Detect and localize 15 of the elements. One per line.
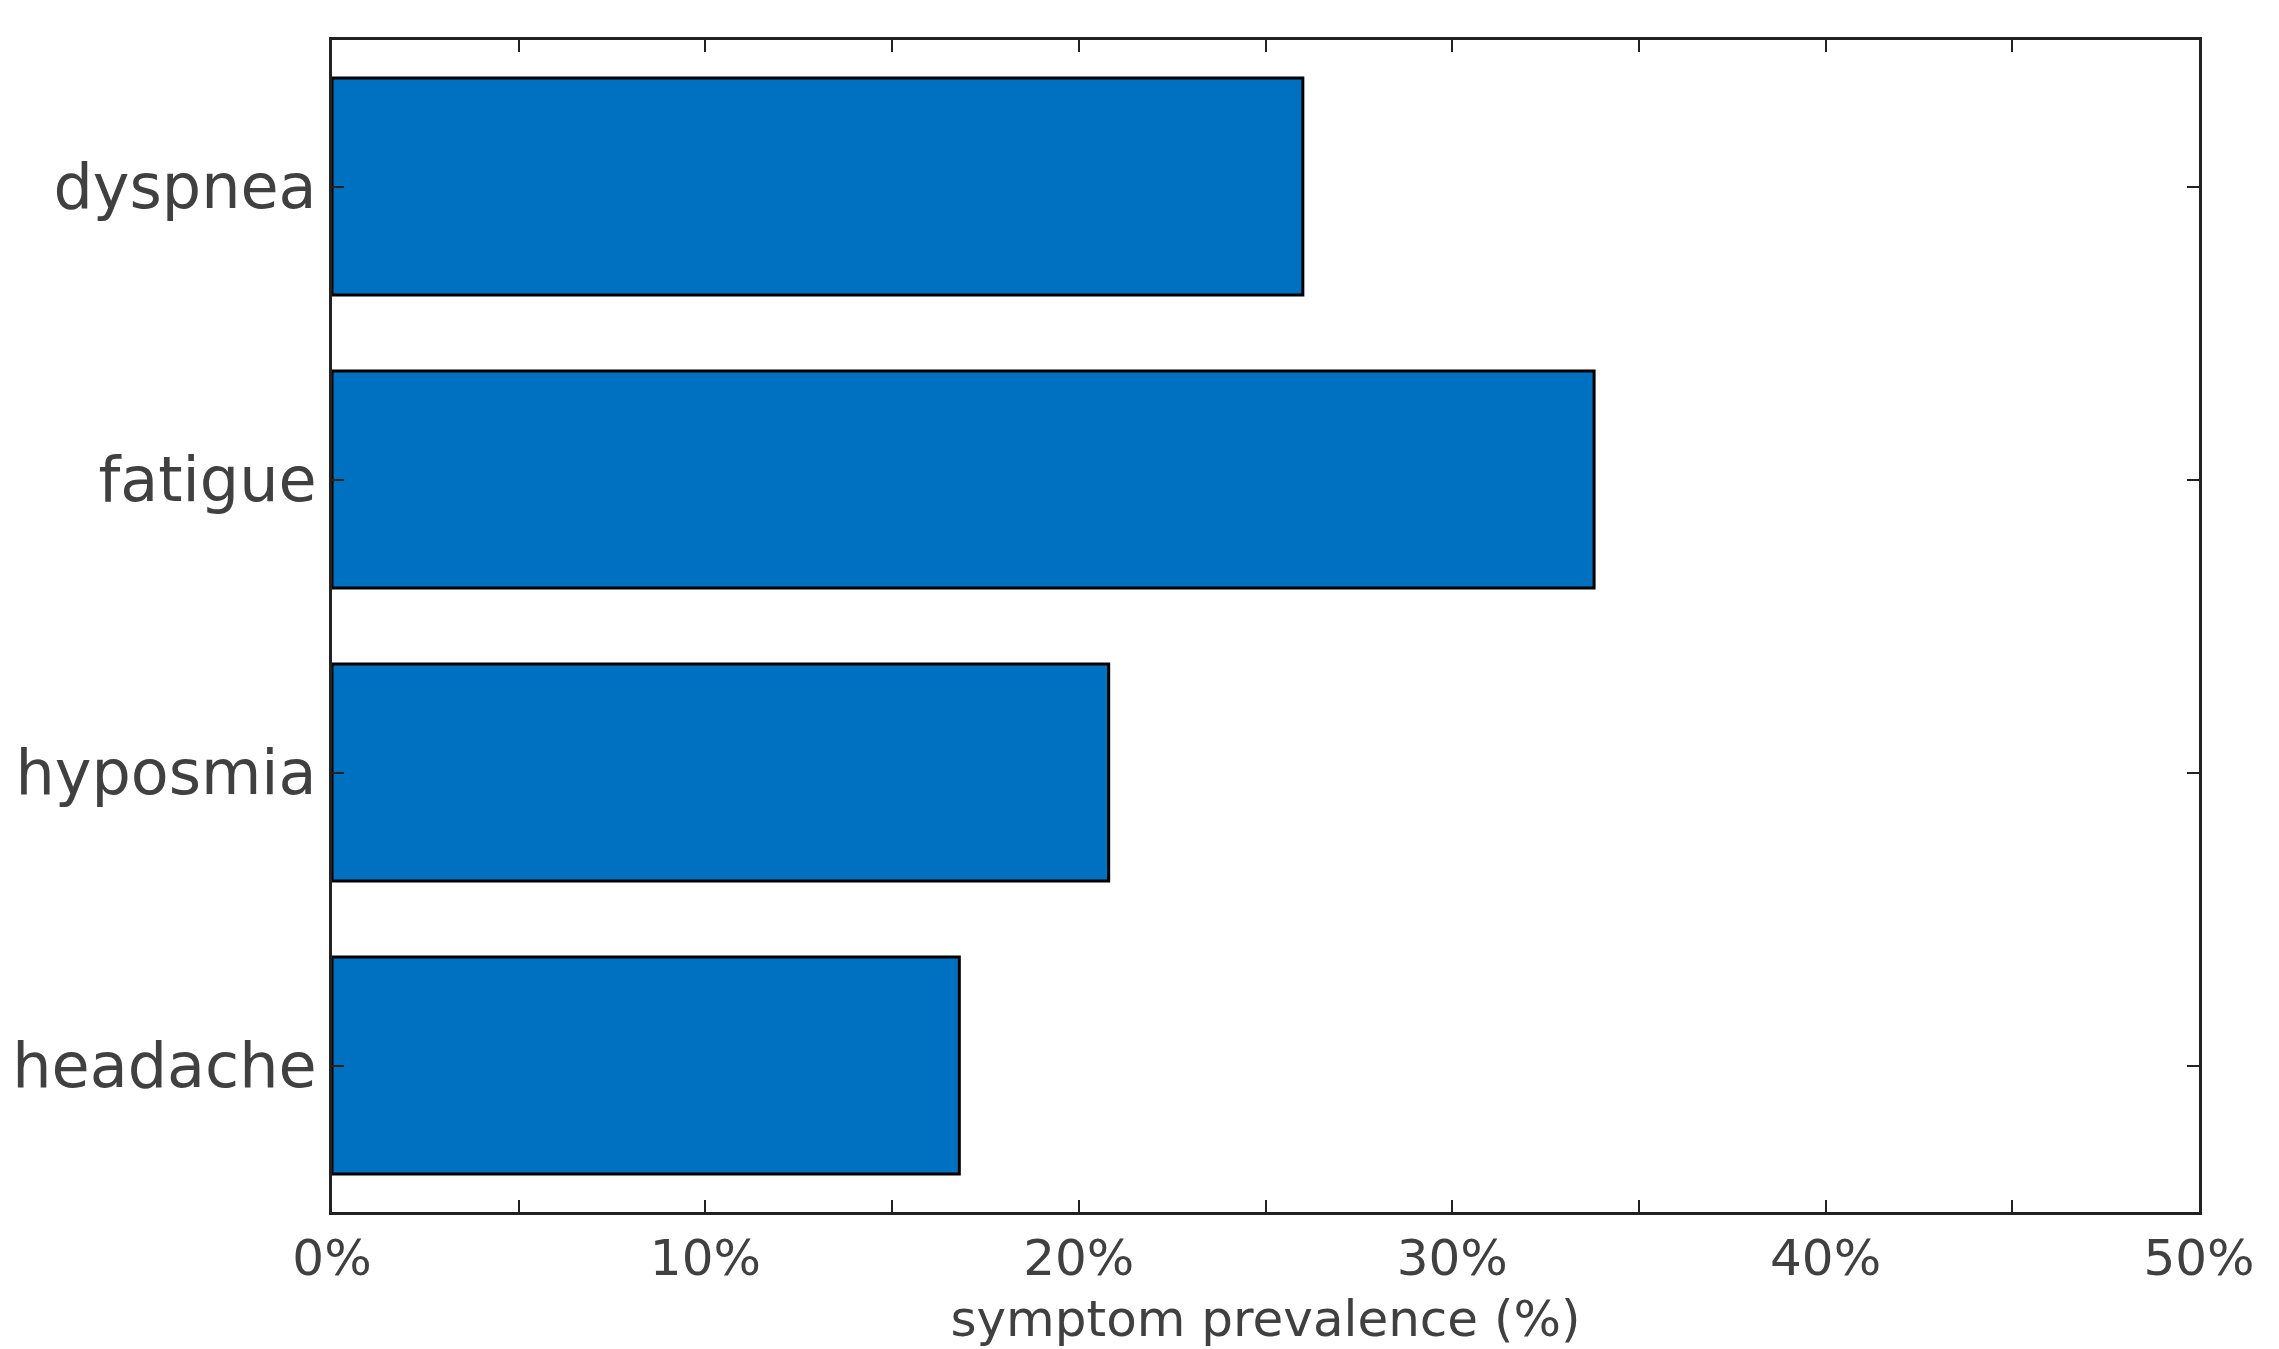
x-tick-label: 30% bbox=[1396, 1229, 1508, 1287]
bar bbox=[332, 955, 961, 1176]
x-tick-label: 10% bbox=[649, 1229, 761, 1287]
y-tick-label: headache bbox=[12, 1029, 317, 1103]
x-tick-label: 0% bbox=[292, 1229, 372, 1287]
y-tick-label: dyspnea bbox=[53, 150, 317, 224]
y-tick-label: hyposmia bbox=[15, 736, 317, 810]
x-tick-label: 40% bbox=[1770, 1229, 1882, 1287]
bar bbox=[332, 369, 1596, 590]
bar bbox=[332, 662, 1111, 883]
x-tick-label: 50% bbox=[2143, 1229, 2255, 1287]
y-tick-label: fatigue bbox=[98, 443, 317, 517]
x-tick-label: 20% bbox=[1023, 1229, 1135, 1287]
x-axis-title: symptom prevalence (%) bbox=[950, 1289, 1581, 1348]
bar bbox=[332, 76, 1305, 297]
